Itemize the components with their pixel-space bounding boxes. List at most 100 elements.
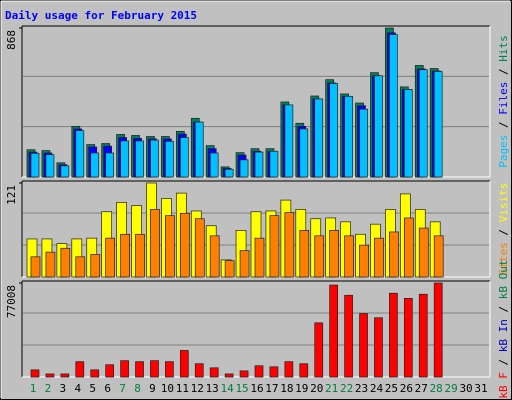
legend: kB F / kB In / kB Out bbox=[497, 259, 510, 398]
bar bbox=[329, 284, 339, 378]
x-tick-label: 27 bbox=[415, 382, 428, 395]
bar bbox=[45, 154, 55, 178]
x-tick-label: 3 bbox=[60, 382, 67, 395]
bar bbox=[30, 256, 41, 278]
x-tick-label: 11 bbox=[176, 382, 189, 395]
legend-separator: / bbox=[497, 62, 510, 82]
x-tick-label: 24 bbox=[370, 382, 384, 395]
bar bbox=[418, 293, 428, 378]
bar bbox=[433, 71, 443, 178]
x-tick-label: 23 bbox=[355, 382, 368, 395]
bar bbox=[30, 369, 40, 378]
bar bbox=[60, 165, 70, 178]
bar bbox=[120, 360, 129, 378]
legend-separator: / bbox=[497, 115, 510, 135]
bar bbox=[150, 360, 159, 378]
bar bbox=[75, 256, 86, 278]
bar bbox=[239, 159, 249, 178]
bar bbox=[433, 282, 443, 378]
bar bbox=[209, 152, 219, 178]
legend-entry: Visits bbox=[497, 183, 510, 223]
bar bbox=[224, 168, 234, 178]
x-tick-label: 12 bbox=[191, 382, 204, 395]
x-tick-label: 6 bbox=[104, 382, 111, 395]
bar bbox=[30, 152, 40, 178]
bar bbox=[120, 233, 130, 278]
bar bbox=[135, 140, 144, 178]
bar bbox=[150, 209, 160, 278]
bar bbox=[60, 373, 70, 378]
bar bbox=[374, 75, 383, 178]
bar bbox=[314, 98, 324, 178]
bar bbox=[90, 254, 101, 278]
bar bbox=[403, 217, 414, 278]
legend-entry: Pages bbox=[497, 135, 510, 168]
bar bbox=[60, 247, 71, 278]
bar bbox=[90, 369, 100, 378]
bar bbox=[418, 69, 428, 178]
y-tick-label: 121 bbox=[5, 185, 18, 205]
legend: Pages / Files / Hits bbox=[497, 35, 510, 168]
x-tick-label: 15 bbox=[235, 382, 248, 395]
bar bbox=[179, 212, 190, 278]
bar bbox=[179, 137, 189, 178]
bar bbox=[389, 231, 399, 278]
x-tick-label: 28 bbox=[430, 382, 443, 395]
bar bbox=[374, 237, 384, 278]
x-tick-label: 22 bbox=[340, 382, 353, 395]
bar bbox=[299, 363, 309, 378]
legend-separator: / bbox=[497, 222, 510, 242]
bar bbox=[165, 361, 174, 378]
bar bbox=[344, 95, 353, 178]
bar bbox=[403, 297, 413, 378]
x-tick-label: 20 bbox=[310, 382, 323, 395]
bar bbox=[269, 366, 279, 378]
bar bbox=[418, 227, 429, 278]
bar bbox=[209, 367, 219, 378]
bar bbox=[239, 370, 249, 378]
bar bbox=[105, 364, 115, 378]
bar bbox=[433, 235, 444, 278]
y-tick-label: 77008 bbox=[5, 285, 18, 318]
bar bbox=[314, 235, 325, 278]
bar bbox=[299, 128, 309, 178]
bar bbox=[389, 292, 398, 378]
legend-entry: kB F bbox=[497, 372, 510, 399]
bar bbox=[329, 230, 340, 278]
bar bbox=[344, 294, 353, 378]
bar bbox=[284, 361, 294, 378]
bar bbox=[135, 233, 145, 278]
bar bbox=[389, 34, 398, 178]
bar bbox=[90, 152, 100, 178]
x-tick-label: 2 bbox=[45, 382, 52, 395]
bar bbox=[359, 313, 368, 378]
bar bbox=[269, 150, 279, 178]
legend-separator: / bbox=[497, 299, 510, 319]
bar bbox=[45, 373, 55, 378]
bar bbox=[194, 363, 204, 378]
bar bbox=[269, 215, 280, 278]
x-tick-label: 19 bbox=[295, 382, 308, 395]
bar bbox=[314, 322, 324, 378]
x-tick-label: 4 bbox=[74, 382, 81, 395]
bar bbox=[179, 350, 189, 378]
legend: Sites / Visits bbox=[497, 183, 510, 276]
bar bbox=[105, 152, 115, 178]
bar bbox=[239, 250, 250, 278]
bar bbox=[299, 230, 310, 278]
x-tick-label: 10 bbox=[161, 382, 174, 395]
x-tick-label: 31 bbox=[474, 382, 487, 395]
bar bbox=[344, 235, 354, 278]
legend-entry: Files bbox=[497, 82, 510, 115]
bar bbox=[165, 215, 175, 278]
legend-entry: kB Out bbox=[497, 259, 510, 299]
bar bbox=[135, 361, 144, 378]
bar bbox=[329, 83, 339, 178]
bar bbox=[254, 365, 264, 378]
bar bbox=[209, 235, 220, 278]
bar bbox=[165, 140, 174, 178]
x-tick-label: 14 bbox=[221, 382, 235, 395]
x-tick-label: 13 bbox=[206, 382, 219, 395]
bar bbox=[254, 237, 265, 278]
